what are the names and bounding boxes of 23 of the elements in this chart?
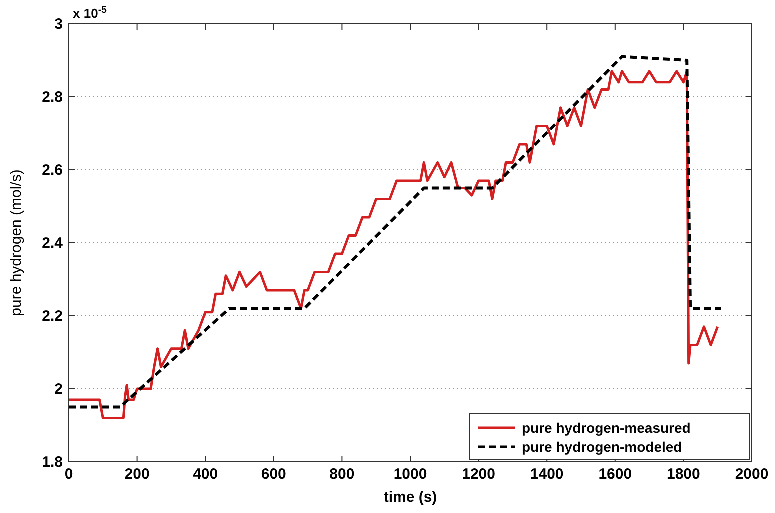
- x-tick-label: 200: [124, 466, 150, 483]
- x-tick-label: 0: [64, 466, 74, 483]
- text: x 10$^{-5}$: [73, 4, 108, 21]
- x-tick-label: 1600: [598, 466, 632, 483]
- x-tick-label: 400: [193, 466, 218, 483]
- legend-label: pure hydrogen-measured: [522, 420, 691, 436]
- x-tick-label: 1800: [667, 466, 700, 483]
- y-tick-label: 2.2: [42, 308, 63, 325]
- x-tick-label: 600: [261, 466, 286, 483]
- x-tick-label: 800: [330, 466, 355, 483]
- y-tick-label: 3: [54, 16, 63, 33]
- y-tick-label: 1.8: [42, 454, 63, 471]
- x-tick-label: 1400: [530, 466, 564, 483]
- legend-label: pure hydrogen-modeled: [522, 439, 682, 455]
- y-tick-label: 2.4: [42, 235, 64, 252]
- y-tick-label: 2.6: [42, 162, 63, 179]
- y-tick-label: 2: [54, 381, 63, 398]
- x-tick-label: 2000: [735, 466, 769, 483]
- y-axis-title: pure hydrogen (mol/s): [8, 170, 25, 316]
- x-axis-title: time (s): [384, 489, 438, 506]
- y-tick-label: 2.8: [42, 89, 63, 106]
- x-tick-label: 1200: [462, 466, 496, 483]
- x-tick-label: 1000: [394, 466, 428, 483]
